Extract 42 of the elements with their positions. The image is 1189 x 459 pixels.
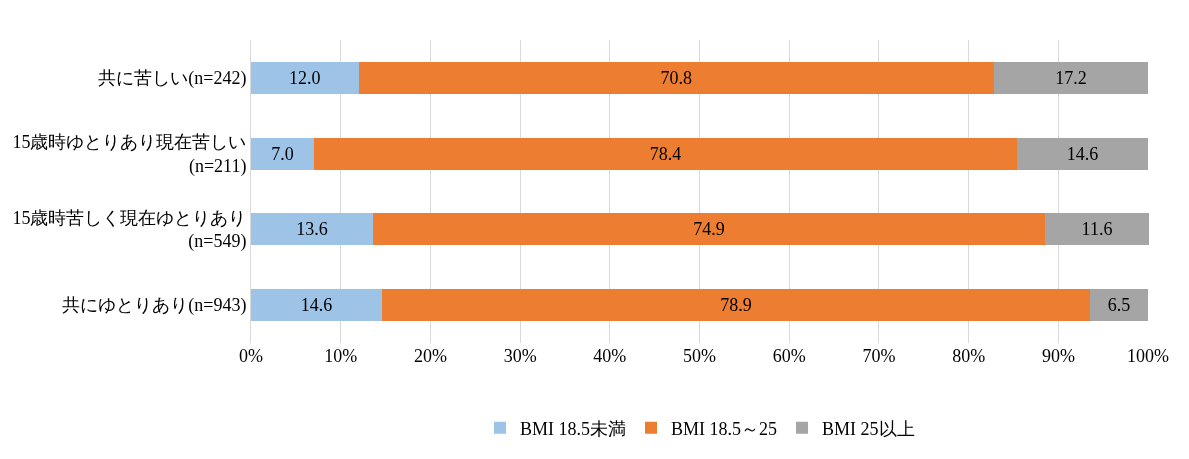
x-tick-label: 70% [862,346,896,366]
data-label: 78.4 [649,143,682,164]
data-label: 74.9 [693,219,725,240]
bar [251,61,359,94]
data-label: 7.0 [271,143,294,164]
x-tick-label: 80% [952,346,986,366]
bar [1089,289,1149,322]
x-tick-label: 60% [772,346,806,366]
legend-label: BMI 18.5未満 [520,418,627,439]
data-label: 14.6 [1066,143,1099,164]
bar [381,289,1090,322]
x-tick-label: 20% [413,346,447,366]
x-tick-label: 90% [1041,346,1075,366]
data-label: 70.8 [660,67,692,88]
x-tick-label: 40% [593,346,627,366]
legend-label: BMI 18.5～25 [671,418,778,439]
y-tick-label: 15歳時ゆとりあり現在苦しい (n=211) [12,132,247,177]
bar [251,137,314,170]
bar [358,61,994,94]
x-tick-label: 30% [503,346,537,366]
x-tick-label: 10% [324,346,358,366]
y-tick-label: 共に苦しい(n=242) [98,68,247,90]
bar [251,213,374,246]
bar [313,137,1018,170]
data-label: 13.6 [296,219,328,240]
x-tick-label: 50% [683,346,717,366]
legend-label: BMI 25以上 [822,418,915,439]
data-label: 6.5 [1107,295,1131,316]
x-tick-label: 100% [1127,346,1170,366]
x-tick-label: 0% [239,346,263,366]
data-label: 78.9 [720,295,752,316]
bar [1044,213,1149,246]
bar [1017,137,1149,170]
data-label: 17.2 [1055,67,1087,88]
y-tick-label: 15歳時苦しく現在ゆとりあり (n=549) [12,207,247,253]
y-tick-label: 共にゆとりあり(n=943) [62,295,247,317]
bar [373,213,1045,246]
bar [993,61,1149,94]
data-label: 12.0 [289,67,321,88]
data-label: 14.6 [300,295,333,316]
bar [251,289,382,322]
data-label: 11.6 [1081,219,1113,240]
